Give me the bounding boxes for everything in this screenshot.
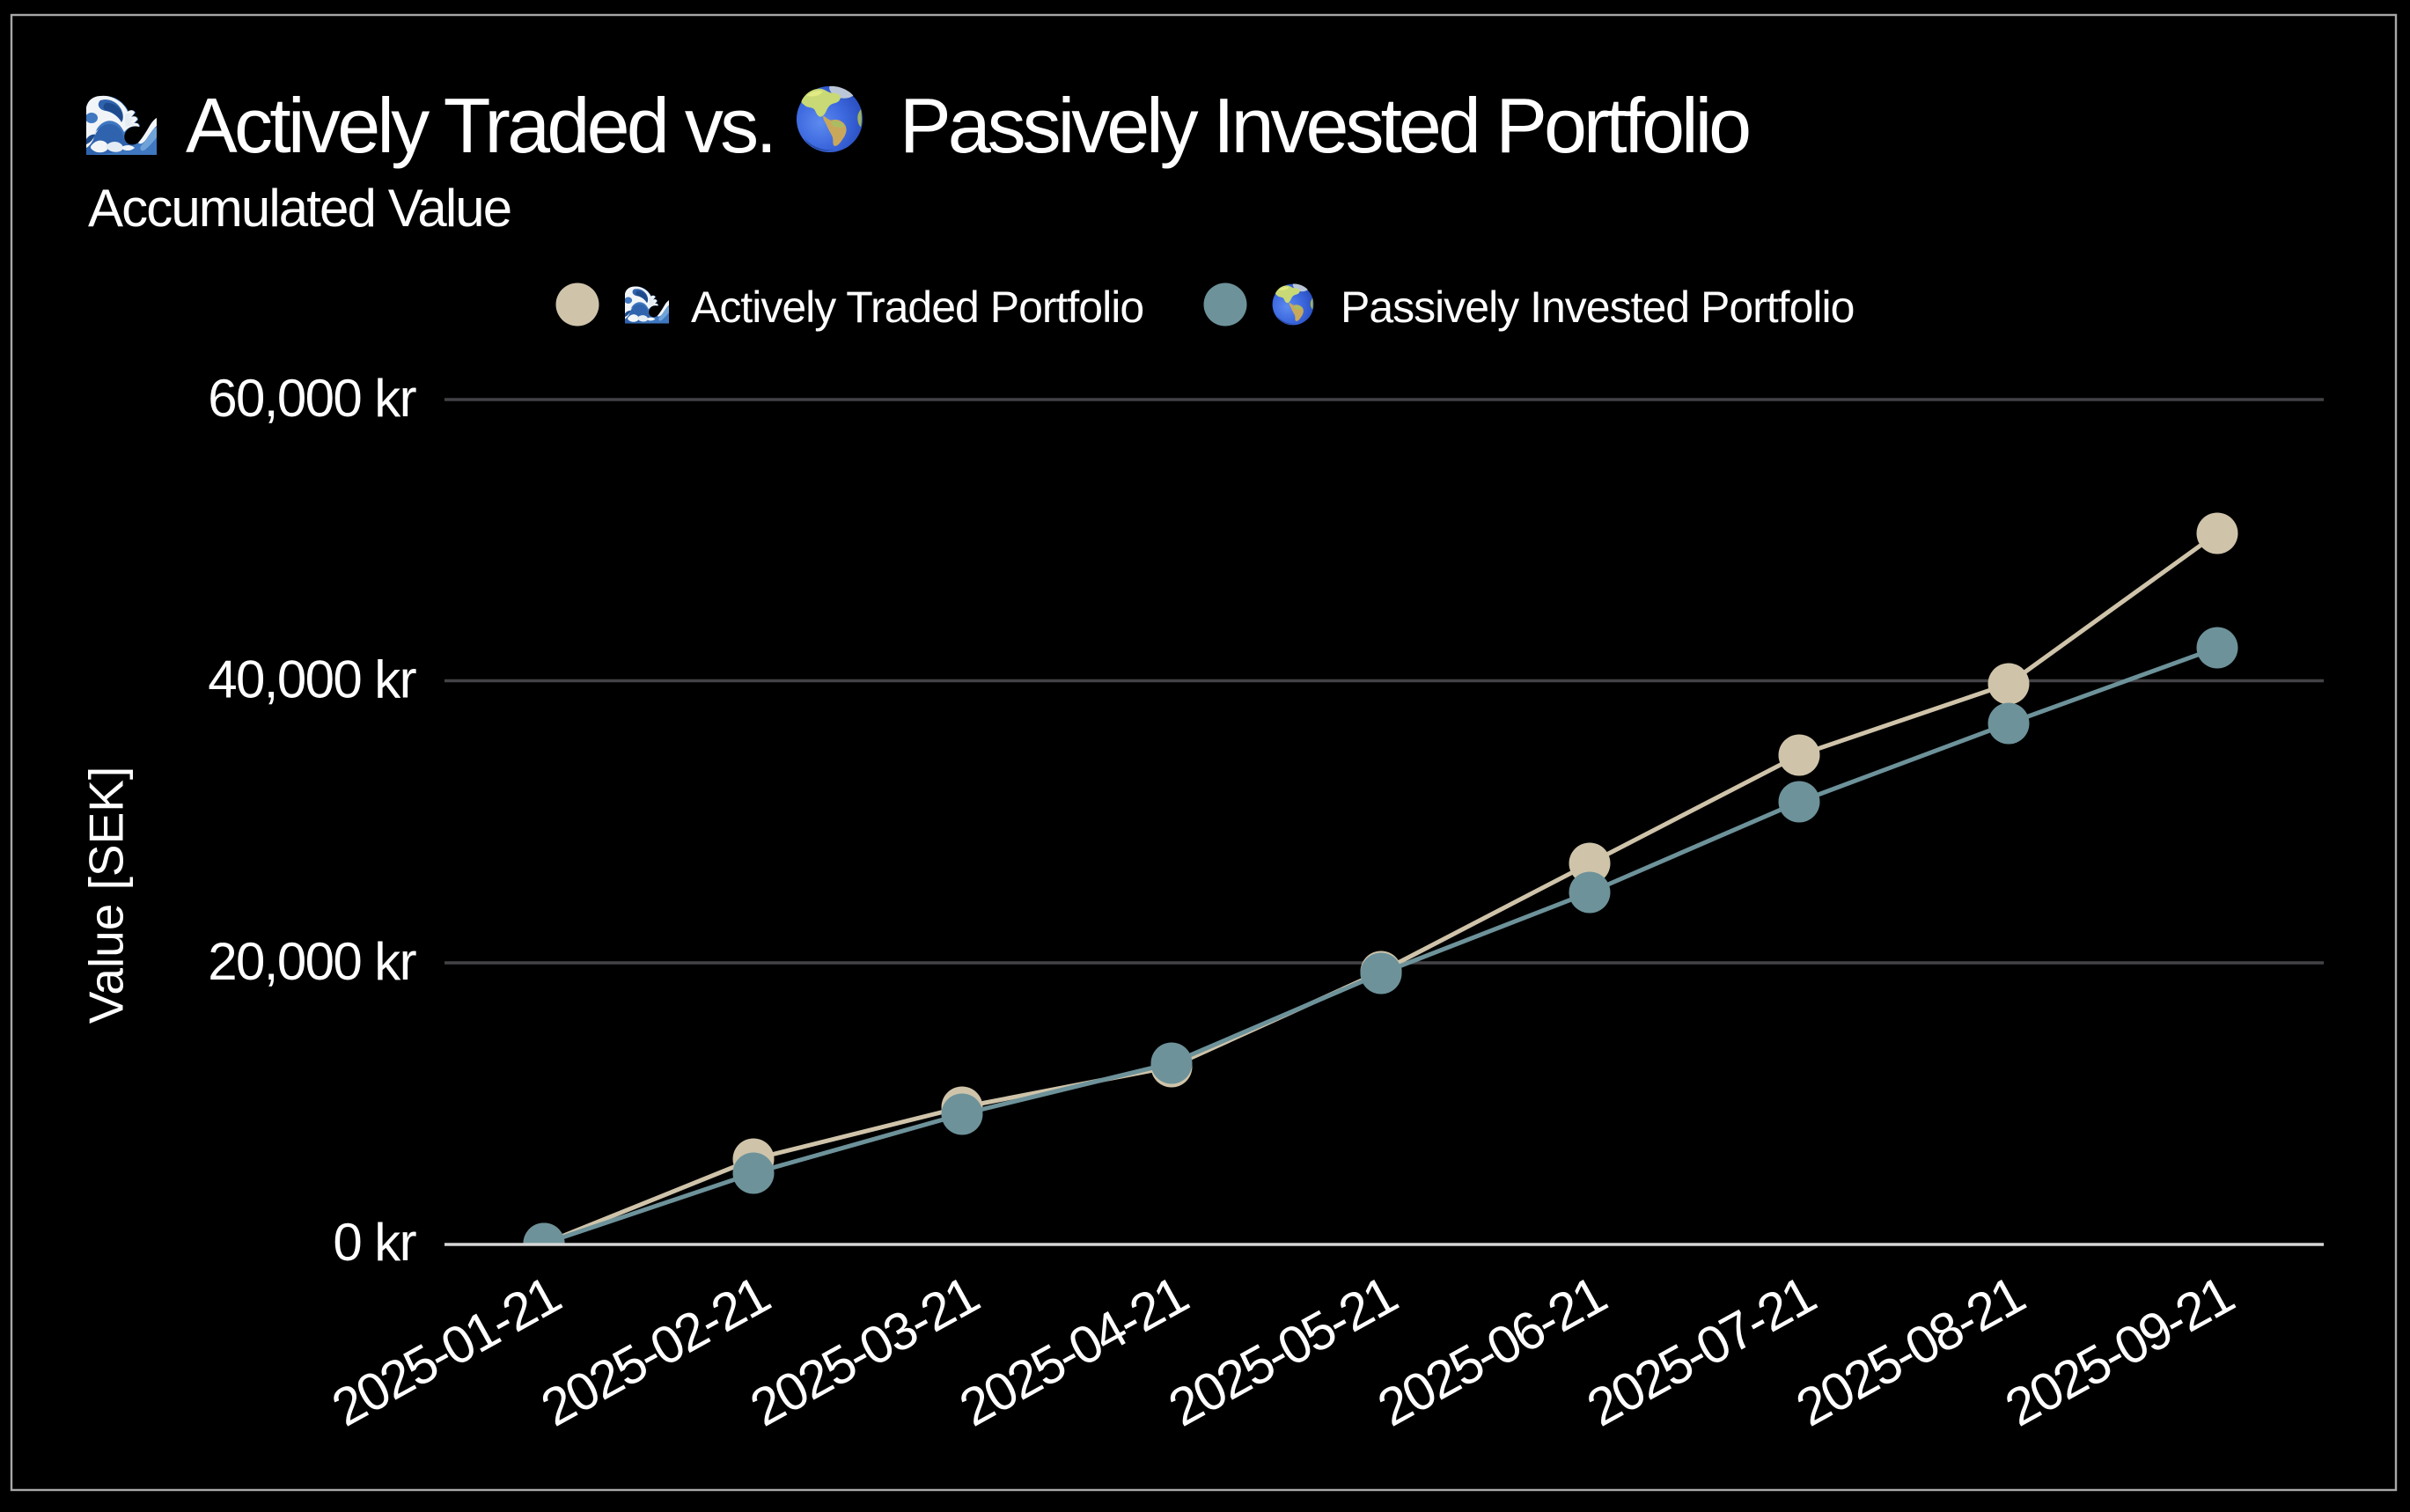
- svg-text:2025-04-21: 2025-04-21: [950, 1266, 1196, 1438]
- svg-text:20,000 kr: 20,000 kr: [208, 932, 415, 991]
- svg-text:2025-09-21: 2025-09-21: [1995, 1266, 2242, 1438]
- svg-text:2025-05-21: 2025-05-21: [1159, 1266, 1406, 1438]
- svg-text:Value [SEK]: Value [SEK]: [79, 767, 134, 1024]
- svg-text:0 kr: 0 kr: [333, 1213, 415, 1272]
- svg-text:2025-02-21: 2025-02-21: [532, 1266, 778, 1438]
- svg-text:Passively Invested Portfolio: Passively Invested Portfolio: [900, 82, 1749, 169]
- svg-text:2025-01-21: 2025-01-21: [322, 1266, 569, 1438]
- svg-text:40,000 kr: 40,000 kr: [208, 650, 415, 709]
- svg-text:Accumulated Value: Accumulated Value: [88, 179, 511, 238]
- svg-text:Actively Traded vs.: Actively Traded vs.: [186, 82, 774, 169]
- svg-text:Passively Invested Portfolio: Passively Invested Portfolio: [1341, 283, 1854, 332]
- svg-text:Actively Traded Portfolio: Actively Traded Portfolio: [691, 283, 1143, 332]
- svg-text:2025-03-21: 2025-03-21: [741, 1266, 988, 1438]
- svg-text:2025-07-21: 2025-07-21: [1577, 1266, 1824, 1438]
- svg-text:2025-08-21: 2025-08-21: [1787, 1266, 2033, 1438]
- svg-text:60,000 kr: 60,000 kr: [208, 369, 415, 428]
- svg-text:2025-06-21: 2025-06-21: [1368, 1266, 1614, 1438]
